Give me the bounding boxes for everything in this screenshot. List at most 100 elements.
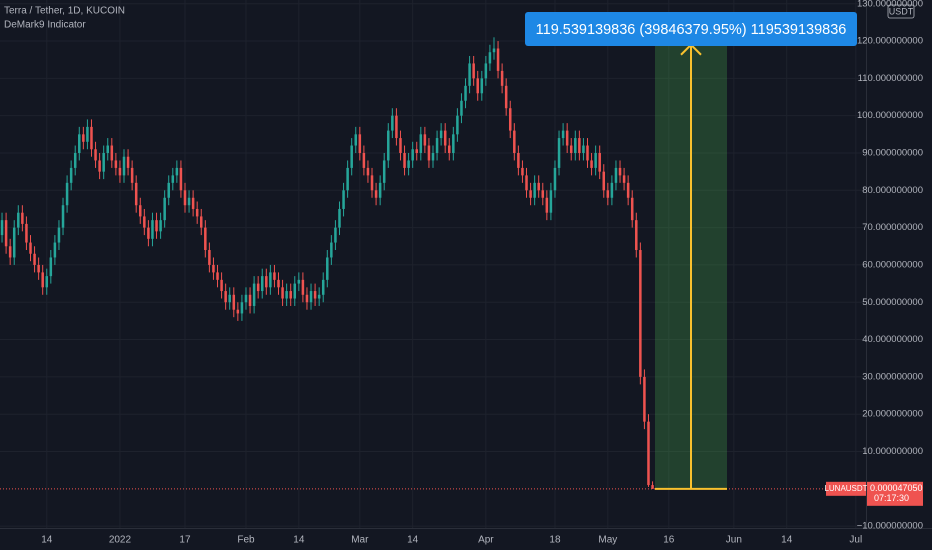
candle-body: [574, 138, 577, 153]
candle-body: [630, 197, 634, 221]
candle-body: [415, 149, 418, 153]
y-tick-label: 110.000000000: [858, 73, 923, 84]
candle-body: [443, 130, 447, 146]
candle-body: [326, 257, 329, 280]
candle-body: [370, 175, 374, 191]
candle-body: [293, 283, 297, 299]
candle-body: [195, 208, 199, 217]
candle-body: [456, 115, 459, 135]
candle-body: [232, 294, 236, 310]
candle-body: [338, 208, 341, 228]
x-tick-label: Feb: [237, 535, 255, 546]
candle-body: [159, 220, 162, 232]
overlay: 119.539139836 (39846379.95%) 11953913983…: [0, 12, 866, 490]
candle-body: [106, 145, 110, 153]
candle-body: [228, 294, 231, 303]
y-tick-label: 40.000000000: [862, 334, 923, 345]
candle-body: [492, 48, 496, 53]
candle-body: [208, 250, 211, 265]
candle-body: [537, 182, 540, 191]
candle-body: [403, 152, 406, 168]
x-tick-label: May: [598, 535, 617, 546]
candle-body: [561, 130, 565, 139]
candle-body: [387, 130, 390, 161]
candle-body: [281, 287, 284, 299]
candle-body: [21, 212, 24, 224]
candle-body: [199, 216, 203, 228]
candle-body: [610, 182, 614, 198]
candle-body: [565, 130, 569, 146]
candle-body: [260, 276, 264, 292]
y-tick-label: 90.000000000: [862, 148, 923, 159]
candle-body: [244, 294, 248, 303]
candle-body: [513, 130, 516, 153]
x-tick-label: 14: [293, 535, 305, 546]
y-tick-label: 50.000000000: [862, 297, 923, 308]
x-tick-label: 14: [41, 535, 53, 546]
candle-body: [171, 175, 175, 183]
candle-body: [175, 167, 179, 176]
x-tick-label: 17: [179, 535, 191, 546]
candle-body: [110, 145, 114, 161]
candle-body: [73, 152, 77, 168]
candle-body: [289, 291, 292, 299]
candle-body: [598, 152, 601, 172]
candle-body: [517, 152, 520, 168]
candle-body: [468, 63, 471, 86]
chart-title: Terra / Tether, 1D, KUCOIN: [4, 6, 125, 17]
candle-body: [17, 212, 20, 228]
candle-body: [285, 291, 288, 299]
candle-body: [25, 223, 28, 243]
candle-body: [45, 276, 49, 288]
candle-body: [448, 145, 451, 153]
candle-body: [240, 302, 244, 314]
x-tick-label: Apr: [478, 535, 494, 546]
candle-body: [647, 421, 650, 486]
candle-body: [8, 246, 12, 258]
y-tick-label: −10.000000000: [857, 521, 923, 532]
x-tick-label: Jul: [849, 535, 862, 546]
candle-body: [94, 149, 97, 161]
candle-body: [191, 197, 195, 209]
candle-body: [626, 182, 630, 198]
x-tick-label: Jun: [726, 535, 742, 546]
candle-body: [305, 294, 309, 303]
candle-body: [350, 145, 353, 168]
candle-body: [557, 138, 561, 168]
candle-body: [4, 220, 8, 247]
candle-body: [378, 182, 382, 198]
candle-body: [65, 182, 69, 206]
candle-body: [12, 227, 16, 258]
candle-body: [265, 276, 268, 288]
candle-body: [220, 279, 223, 292]
candle-body: [452, 134, 455, 153]
candle-body: [582, 145, 585, 153]
candle-body: [61, 205, 65, 228]
candle-body: [151, 220, 154, 239]
candle-body: [460, 100, 463, 116]
candle-body: [374, 190, 378, 198]
indicator-name: DeMark9 Indicator: [4, 20, 86, 31]
y-tick-label: 30.000000000: [862, 371, 923, 382]
candle-body: [484, 63, 488, 79]
candle-body: [358, 134, 362, 153]
candle-body: [256, 283, 260, 292]
candle-body: [618, 167, 622, 176]
candle-body: [480, 78, 484, 94]
candle-body: [431, 152, 435, 161]
currency-badge[interactable]: [887, 4, 915, 19]
candle-body: [179, 167, 183, 191]
candle-body: [529, 190, 532, 198]
candle-body: [102, 152, 105, 172]
candle-body: [541, 190, 545, 198]
candle-body: [273, 272, 276, 280]
candle-body: [549, 190, 553, 213]
grid: [0, 0, 866, 528]
y-tick-label: 60.000000000: [862, 259, 923, 270]
candle-body: [578, 138, 581, 153]
y-tick-label: 10.000000000: [862, 446, 923, 457]
measure-label: 119.539139836 (39846379.95%) 11953913983…: [536, 22, 847, 38]
candle-body: [635, 220, 638, 251]
candle-body: [496, 48, 500, 71]
x-tick-label: 16: [663, 535, 675, 546]
